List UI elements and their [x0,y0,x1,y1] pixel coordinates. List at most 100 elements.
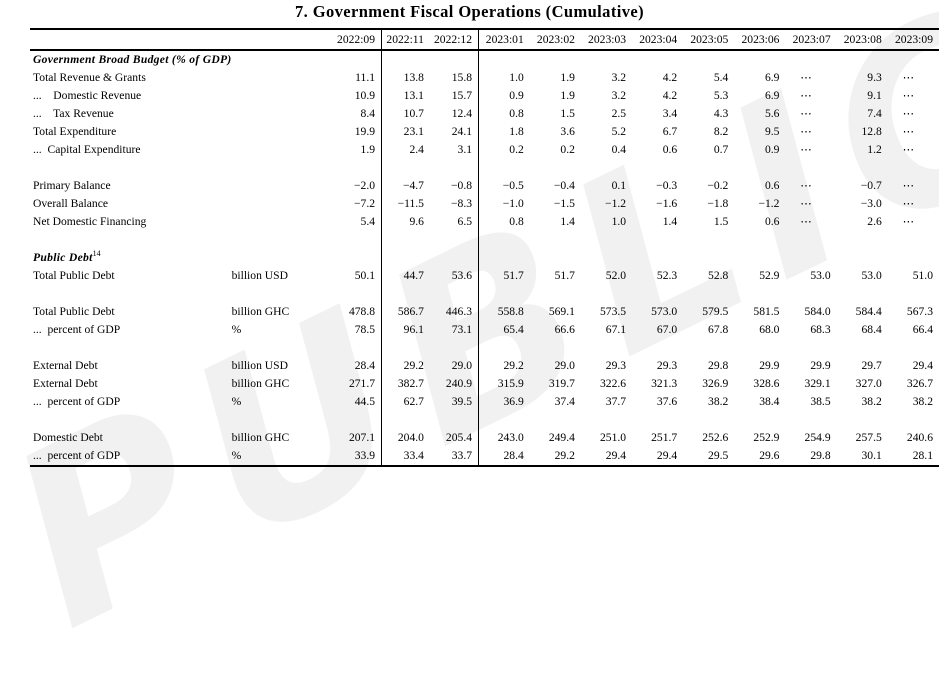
cell-value: 28.1 [912,449,933,462]
cell-value: 68.4 [861,323,882,336]
cell-value: 38.2 [861,395,882,408]
cell-value: ⋯ [902,215,915,228]
row-label [30,339,232,357]
cell-value: 51.7 [554,269,575,282]
row-label: Total Public Debt [33,269,115,282]
cell-value: ⋯ [800,179,812,192]
row-label: Domestic Debt [33,431,103,444]
cell-value: −1.5 [553,197,575,210]
row-label: Overall Balance [33,197,108,210]
cell-value [429,159,480,177]
cell-value: 29.9 [759,359,780,372]
cell-value: 0.2 [560,143,575,156]
cell-value: 2.6 [867,215,882,228]
cell-value [683,249,734,267]
row-label: External Debt [33,359,98,372]
table-row: Total Public Debt billion GHC 478.8 586.7 44… [30,303,939,321]
cell-value [888,285,939,303]
cell-value: 329.1 [804,377,831,390]
cell-value: −0.3 [656,179,678,192]
cell-value: 252.9 [753,431,780,444]
cell-value [429,339,480,357]
row-label: ... percent of GDP [33,323,121,336]
cell-value [683,50,734,69]
cell-value: 78.5 [316,321,383,339]
cell-value: 251.0 [599,431,627,444]
section-header-row: Public Debt14 [30,249,939,267]
cell-value [316,249,383,267]
cell-value: 5.2 [611,125,627,138]
cell-value: 52.8 [708,269,729,282]
section-title: Government Broad Budget (% of GDP) [30,50,232,69]
cell-value [581,231,632,249]
cell-value: 38.4 [759,395,780,408]
cell-value [785,339,836,357]
column-header: 2023:04 [632,29,684,51]
row-unit [232,411,317,429]
column-header: 2023:09 [887,29,939,51]
cell-value: 12.4 [429,105,480,123]
cell-value: 249.4 [548,431,575,444]
cell-value: ⋯ [800,89,812,102]
column-header: 2022:12 [429,29,480,51]
cell-value: 3.4 [662,107,678,120]
row-unit [232,213,317,231]
table-row: Net Domestic Financing 5.4 9.6 6.5 0.8 1.4 1.0… [30,213,939,231]
cell-value: 52.0 [605,269,627,282]
cell-value [530,50,581,69]
cell-value: 327.0 [855,377,882,390]
section-header-row: Government Broad Budget (% of GDP) [30,50,939,69]
cell-value: 29.8 [708,359,729,372]
cell-value: 3.2 [611,89,627,102]
row-label: ... Tax Revenue [33,107,114,120]
cell-value: 10.9 [316,87,383,105]
cell-value [683,159,734,177]
cell-value: ⋯ [800,143,812,156]
table-row: Overall Balance −7.2 −11.5 −8.3 −1.0 −1.5 −1.2… [30,195,939,213]
table-row: ... Capital Expenditure 1.9 2.4 3.1 0.2 0.2 0.… [30,141,939,159]
cell-value [785,159,836,177]
cell-value [382,159,430,177]
cell-value: 8.4 [316,105,383,123]
cell-value [837,249,888,267]
cell-value [888,231,939,249]
cell-value: ⋯ [902,197,915,210]
cell-value: 29.4 [656,449,678,462]
cell-value: −1.8 [707,197,729,210]
row-unit: % [231,395,242,408]
cell-value: 6.5 [429,213,480,231]
cell-value: 37.6 [656,395,678,408]
cell-value: ⋯ [902,179,915,192]
cell-value: 322.6 [599,377,627,390]
cell-value: 207.1 [316,429,383,447]
cell-value [734,231,785,249]
cell-value [530,159,581,177]
cell-value [785,285,836,303]
table-row: ... percent of GDP% 78.5 96.1 73.1 65.4 66.6 6… [30,321,939,339]
cell-value [785,231,836,249]
cell-value [382,231,430,249]
table-row: Primary Balance −2.0 −4.7 −0.8 −0.5 −0.4 0.1 −0… [30,177,939,195]
cell-value: 13.8 [403,71,424,84]
cell-value: 52.3 [656,269,678,282]
cell-value: 65.4 [503,323,524,336]
row-unit [232,50,317,69]
cell-value: 29.4 [605,449,627,462]
cell-value: −2.0 [316,177,383,195]
cell-value: 573.5 [599,305,627,318]
cell-value: 0.6 [764,179,780,192]
cell-value: 29.3 [656,359,678,372]
cell-value: 19.9 [316,123,383,141]
column-header: 2023:03 [580,29,633,51]
row-unit [232,141,317,159]
cell-value [316,339,383,357]
row-label [30,411,232,429]
cell-value: 51.7 [503,269,524,282]
cell-value [734,411,785,429]
cell-value: −0.4 [553,179,575,192]
cell-value: 6.9 [764,89,780,102]
cell-value: 51.0 [912,269,933,282]
cell-value: 29.0 [429,357,480,375]
cell-value: 28.4 [503,449,524,462]
